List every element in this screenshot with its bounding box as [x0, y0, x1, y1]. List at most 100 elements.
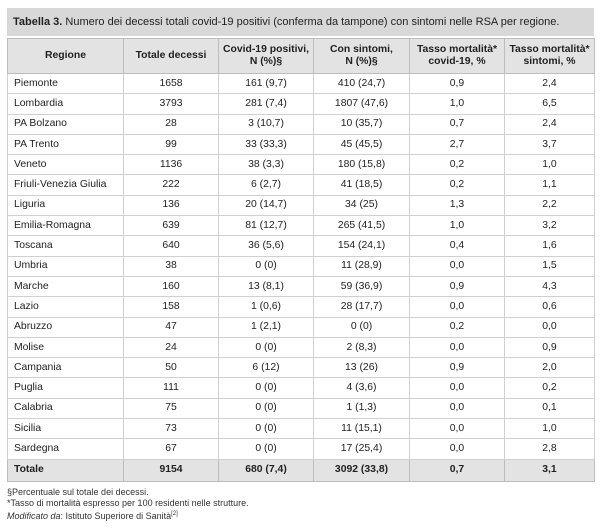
region-cell: Emilia-Romagna — [7, 215, 124, 237]
footnote-percent: §Percentuale sul totale dei decessi. — [7, 487, 149, 497]
total-row: Totale 9154 680 (7,4) 3092 (33,8) 0,7 3,1 — [7, 458, 595, 482]
value-cell: 0,6 — [504, 296, 595, 318]
value-cell: 0,7 — [409, 458, 505, 482]
value-cell: 20 (14,7) — [218, 194, 314, 217]
value-cell: 1,0 — [504, 418, 595, 440]
value-cell: 13 (26) — [313, 357, 410, 379]
value-cell: 0,0 — [409, 296, 505, 318]
value-cell: 1,5 — [504, 255, 595, 277]
value-cell: 4 (3,6) — [313, 377, 410, 399]
column-header-line: Totale decessi — [135, 50, 207, 61]
column-header: Con sintomi, N (%)§ — [313, 38, 410, 74]
value-cell: 1,1 — [504, 174, 595, 196]
source-text: : Istituto Superiore di Sanità — [60, 511, 172, 521]
footnote-source: Modificato da: Istituto Superiore di San… — [7, 509, 249, 522]
header-row: Regione Totale decessi Covid-19 positivi, N… — [7, 38, 595, 74]
value-cell: 2,4 — [504, 113, 595, 135]
region-cell: Calabria — [7, 397, 124, 420]
value-cell: 0,7 — [409, 113, 505, 135]
source-label: Modificato da — [7, 511, 61, 521]
value-cell: 3793 — [123, 93, 219, 115]
value-cell: 45 (45,5) — [313, 133, 410, 156]
value-cell: 17 (25,4) — [313, 438, 410, 460]
value-cell: 2,7 — [409, 133, 505, 156]
value-cell: 38 (3,3) — [218, 154, 314, 176]
value-cell: 1807 (47,6) — [313, 93, 410, 115]
column-header: Totale decessi — [123, 38, 219, 74]
value-cell: 10 (35,7) — [313, 113, 410, 135]
value-cell: 136 — [123, 194, 219, 217]
region-cell: Totale — [7, 458, 124, 482]
value-cell: 0,2 — [504, 377, 595, 399]
value-cell: 0,0 — [409, 397, 505, 420]
table-row: Calabria 75 0 (0) 1 (1,3) 0,0 0,1 — [7, 397, 595, 420]
value-cell: 3,7 — [504, 133, 595, 156]
region-cell: Abruzzo — [7, 316, 124, 338]
value-cell: 81 (12,7) — [218, 215, 314, 237]
region-cell: Lazio — [7, 296, 124, 318]
value-cell: 4,3 — [504, 275, 595, 298]
value-cell: 0 (0) — [218, 418, 314, 440]
value-cell: 11 (28,9) — [313, 255, 410, 277]
column-header: Covid-19 positivi, N (%)§ — [218, 38, 314, 74]
region-cell: PA Trento — [7, 133, 124, 156]
value-cell: 1136 — [123, 154, 219, 176]
value-cell: 59 (36,9) — [313, 275, 410, 298]
value-cell: 0,0 — [409, 377, 505, 399]
value-cell: 1 (2,1) — [218, 316, 314, 338]
value-cell: 160 — [123, 275, 219, 298]
value-cell: 1,3 — [409, 194, 505, 217]
value-cell: 3 (10,7) — [218, 113, 314, 135]
table-row: PA Bolzano 28 3 (10,7) 10 (35,7) 0,7 2,4 — [7, 113, 595, 135]
value-cell: 13 (8,1) — [218, 275, 314, 298]
value-cell: 2 (8,3) — [313, 336, 410, 359]
value-cell: 0,9 — [504, 336, 595, 359]
table-row: Emilia-Romagna 639 81 (12,7) 265 (41,5) 1,0 3… — [7, 215, 595, 237]
table-row: Campania 50 6 (12) 13 (26) 0,9 2,0 — [7, 357, 595, 379]
value-cell: 9154 — [123, 458, 219, 482]
footnotes: §Percentuale sul totale dei decessi. *Ta… — [7, 487, 249, 522]
value-cell: 0,0 — [409, 255, 505, 277]
value-cell: 28 — [123, 113, 219, 135]
value-cell: 0,4 — [409, 235, 505, 257]
region-cell: Liguria — [7, 194, 124, 217]
value-cell: 75 — [123, 397, 219, 420]
table-row: Abruzzo 47 1 (2,1) 0 (0) 0,2 0,0 — [7, 316, 595, 338]
value-cell: 281 (7,4) — [218, 93, 314, 115]
table-row: Umbria 38 0 (0) 11 (28,9) 0,0 1,5 — [7, 255, 595, 277]
value-cell: 1 (0,6) — [218, 296, 314, 318]
value-cell: 73 — [123, 418, 219, 440]
data-table: Regione Totale decessi Covid-19 positivi, N… — [7, 38, 595, 482]
value-cell: 1 (1,3) — [313, 397, 410, 420]
table-row: Lombardia 3793 281 (7,4) 1807 (47,6) 1,0 6,5 — [7, 93, 595, 115]
value-cell: 158 — [123, 296, 219, 318]
value-cell: 0,0 — [409, 336, 505, 359]
value-cell: 639 — [123, 215, 219, 237]
value-cell: 111 — [123, 377, 219, 399]
region-cell: Lombardia — [7, 93, 124, 115]
value-cell: 222 — [123, 174, 219, 196]
column-header: Regione — [7, 38, 124, 74]
value-cell: 680 (7,4) — [218, 458, 314, 482]
column-header-line: covid-19, % — [428, 56, 486, 67]
value-cell: 0 (0) — [218, 336, 314, 359]
value-cell: 6 (12) — [218, 357, 314, 379]
value-cell: 0,9 — [409, 275, 505, 298]
column-header-line: Con sintomi, — [330, 44, 393, 55]
value-cell: 1,0 — [409, 215, 505, 237]
column-header: Tasso mortalità* sintomi, % — [504, 38, 595, 74]
column-header-line: N (%)§ — [249, 56, 283, 67]
value-cell: 1,6 — [504, 235, 595, 257]
value-cell: 0 (0) — [218, 255, 314, 277]
value-cell: 24 — [123, 336, 219, 359]
value-cell: 6 (2,7) — [218, 174, 314, 196]
value-cell: 640 — [123, 235, 219, 257]
value-cell: 2,4 — [504, 72, 595, 95]
footnote-rate: *Tasso di mortalità espresso per 100 res… — [7, 498, 249, 508]
value-cell: 67 — [123, 438, 219, 460]
table-row: Sicilia 73 0 (0) 11 (15,1) 0,0 1,0 — [7, 418, 595, 440]
column-header-line: N (%)§ — [345, 56, 378, 67]
value-cell: 2,8 — [504, 438, 595, 460]
column-header-line: Regione — [45, 50, 86, 61]
value-cell: 0,2 — [409, 174, 505, 196]
